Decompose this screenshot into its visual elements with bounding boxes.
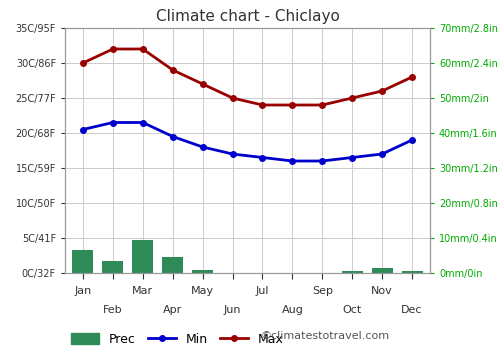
- Bar: [402, 271, 422, 273]
- Text: Dec: Dec: [402, 305, 423, 315]
- Text: Mar: Mar: [132, 286, 154, 296]
- Bar: [372, 268, 392, 273]
- Bar: [72, 250, 94, 273]
- Text: ©climatestotravel.com: ©climatestotravel.com: [260, 331, 389, 341]
- Text: Apr: Apr: [163, 305, 182, 315]
- Text: Oct: Oct: [342, 305, 362, 315]
- Text: May: May: [191, 286, 214, 296]
- Text: Aug: Aug: [282, 305, 304, 315]
- Bar: [342, 271, 362, 273]
- Text: Sep: Sep: [312, 286, 333, 296]
- Bar: [162, 257, 183, 273]
- Legend: Prec, Min, Max: Prec, Min, Max: [72, 333, 284, 346]
- Text: Nov: Nov: [372, 286, 393, 296]
- Text: Jul: Jul: [256, 286, 269, 296]
- Bar: [102, 261, 124, 273]
- Text: Jun: Jun: [224, 305, 242, 315]
- Bar: [132, 240, 154, 273]
- Bar: [192, 270, 213, 273]
- Text: Feb: Feb: [103, 305, 122, 315]
- Text: Jan: Jan: [74, 286, 92, 296]
- Title: Climate chart - Chiclayo: Climate chart - Chiclayo: [156, 9, 340, 24]
